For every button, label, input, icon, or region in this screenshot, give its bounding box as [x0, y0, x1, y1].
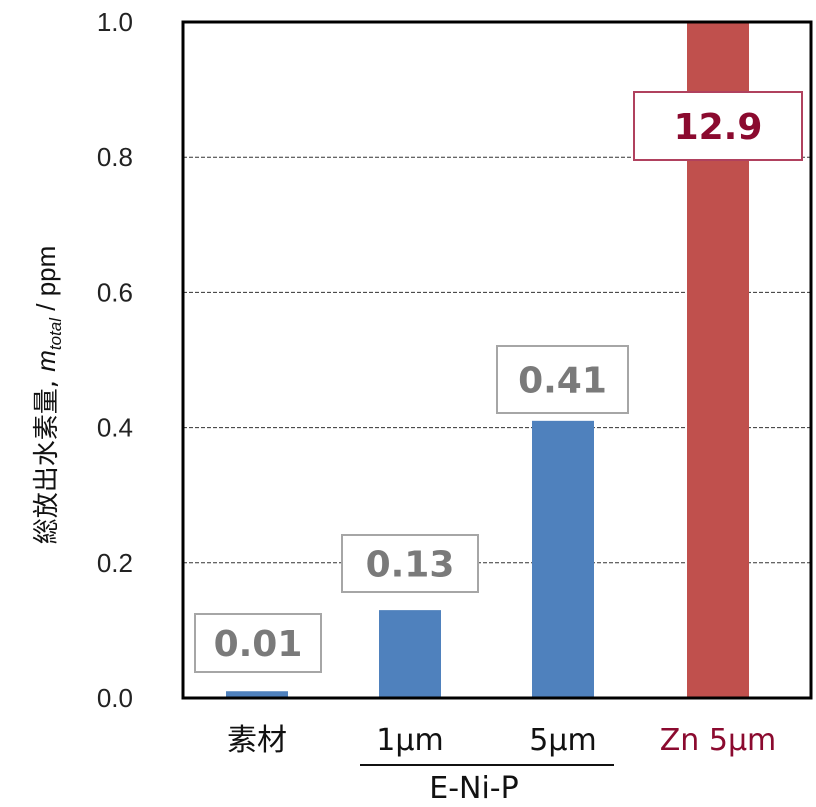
x-category-label: 5μm — [529, 723, 596, 758]
y-tick-label: 1.0 — [97, 7, 133, 37]
data-label-box — [496, 345, 629, 414]
y-tick-label: 0.6 — [97, 277, 133, 307]
data-labels: 0.01 0.13 0.41 12.9 — [194, 91, 803, 673]
bar — [379, 610, 441, 698]
group-label: E-Ni-P — [429, 771, 518, 806]
y-tick-label: 0.2 — [97, 548, 133, 578]
data-label: 0.01 — [214, 624, 303, 665]
data-label-box — [341, 534, 479, 593]
data-label: 0.13 — [366, 545, 455, 586]
x-category-label: 素材 — [227, 723, 287, 758]
data-label: 12.9 — [674, 107, 763, 148]
y-tick-label: 0.4 — [97, 413, 133, 443]
x-category-label: 1μm — [376, 723, 443, 758]
data-label-box — [194, 613, 322, 673]
bar — [226, 691, 288, 698]
data-label-box — [633, 91, 803, 161]
plot-frame — [181, 20, 813, 700]
y-tick-label: 0.8 — [97, 142, 133, 172]
y-tick-label: 0.0 — [97, 683, 133, 713]
bar — [532, 420, 594, 698]
data-label: 0.41 — [518, 361, 607, 402]
y-axis-label: 総放出水素量, mtotal / ppm — [31, 246, 65, 545]
x-category-label: Zn 5μm — [660, 723, 777, 758]
y-tick-labels: 0.0 0.2 0.4 0.6 0.8 1.0 — [97, 7, 133, 713]
x-category-labels: 素材 1μm 5μm Zn 5μm — [227, 723, 776, 758]
